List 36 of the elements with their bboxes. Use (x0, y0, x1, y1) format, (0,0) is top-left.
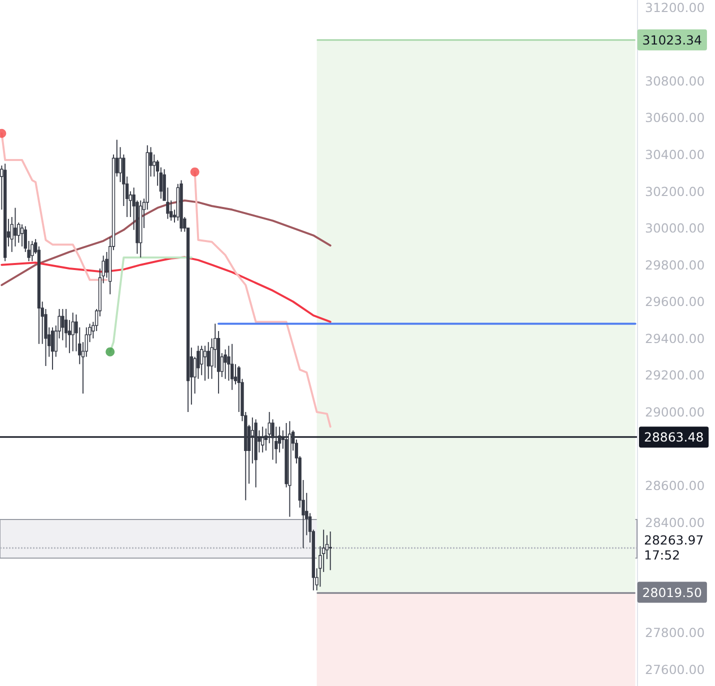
y-tick-label: 29000.00 (645, 404, 705, 420)
ref-line-label: 28263.97 17:52 (644, 532, 704, 562)
candlestick (71, 312, 74, 352)
line-series (0, 256, 332, 323)
y-tick-label: 29600.00 (645, 294, 705, 310)
candlestick (30, 240, 34, 262)
candlestick (230, 343, 234, 390)
candlestick (250, 416, 254, 464)
y-tick-label: 30200.00 (645, 184, 705, 199)
point (190, 167, 200, 176)
candlestick (328, 531, 332, 571)
candlestick (224, 348, 227, 380)
candlestick (261, 426, 264, 453)
ref-line-label: 31023.34 (642, 32, 702, 48)
ref-line-label: 28019.50 (642, 584, 702, 600)
y-tick-label: 27800.00 (645, 625, 705, 640)
y-tick-label: 30800.00 (645, 73, 705, 88)
candlestick (206, 342, 210, 380)
y-tick-label: 29400.00 (645, 330, 705, 346)
candlestick (118, 146, 122, 183)
candlestick (50, 326, 54, 370)
point (106, 347, 115, 356)
y-tick-label: 29800.00 (645, 257, 705, 272)
y-tick-label: 29200.00 (645, 368, 705, 383)
candlestick (14, 207, 17, 247)
y-tick-label: 28600.00 (645, 478, 705, 494)
y-tick-label: 27600.00 (645, 662, 705, 677)
ref-line-label: 28863.48 (644, 430, 704, 445)
candlestick (152, 154, 156, 178)
candlestick (203, 345, 207, 382)
y-tick-label: 28400.00 (645, 514, 705, 530)
line-series (0, 199, 332, 286)
y-tick-label: 31200.00 (645, 0, 705, 15)
y-tick-label: 30400.00 (645, 146, 705, 162)
y-tick-label: 30000.00 (645, 220, 705, 236)
y-tick-label: 30600.00 (645, 110, 705, 126)
